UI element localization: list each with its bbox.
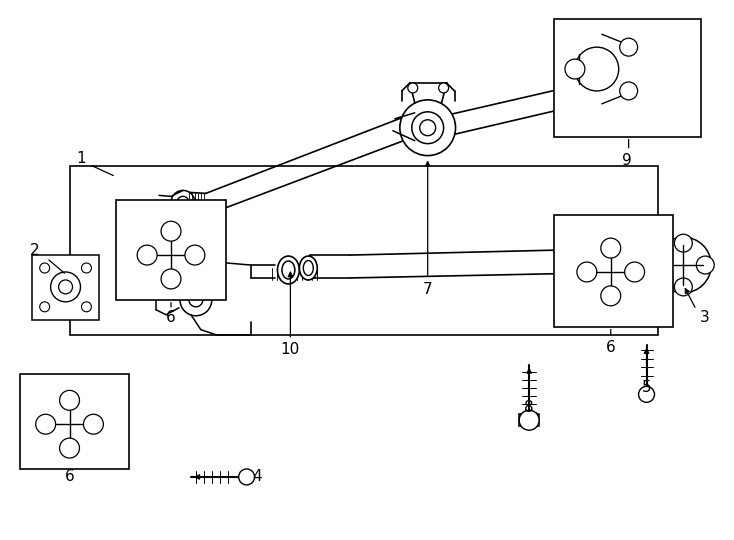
Ellipse shape bbox=[669, 52, 680, 60]
Circle shape bbox=[400, 100, 456, 156]
Bar bbox=[116, 200, 226, 300]
Text: 3: 3 bbox=[700, 310, 709, 325]
Bar bbox=[554, 19, 701, 137]
Circle shape bbox=[625, 262, 644, 282]
Circle shape bbox=[439, 83, 448, 93]
Circle shape bbox=[565, 59, 585, 79]
Circle shape bbox=[420, 120, 436, 136]
Circle shape bbox=[601, 286, 621, 306]
Circle shape bbox=[171, 191, 195, 214]
Circle shape bbox=[59, 390, 79, 410]
Circle shape bbox=[655, 237, 711, 293]
Circle shape bbox=[81, 263, 92, 273]
Circle shape bbox=[40, 263, 50, 273]
Text: 9: 9 bbox=[622, 153, 631, 168]
Circle shape bbox=[619, 38, 638, 56]
Circle shape bbox=[185, 245, 205, 265]
Circle shape bbox=[697, 256, 714, 274]
Ellipse shape bbox=[42, 401, 53, 408]
Circle shape bbox=[161, 221, 181, 241]
Circle shape bbox=[177, 197, 189, 208]
Bar bbox=[70, 166, 658, 335]
Circle shape bbox=[59, 438, 79, 458]
Ellipse shape bbox=[650, 37, 666, 49]
Circle shape bbox=[675, 234, 692, 252]
Circle shape bbox=[653, 256, 670, 274]
Bar bbox=[32, 255, 99, 320]
Circle shape bbox=[575, 47, 619, 91]
Circle shape bbox=[189, 293, 203, 307]
Ellipse shape bbox=[126, 213, 141, 224]
Circle shape bbox=[601, 238, 621, 258]
Bar bbox=[554, 215, 673, 327]
Text: 5: 5 bbox=[642, 380, 651, 395]
Text: 7: 7 bbox=[423, 282, 432, 298]
Bar bbox=[20, 374, 129, 469]
Text: 4: 4 bbox=[252, 469, 261, 484]
Ellipse shape bbox=[282, 261, 295, 279]
Circle shape bbox=[40, 302, 50, 312]
Text: 6: 6 bbox=[65, 469, 74, 484]
Circle shape bbox=[412, 112, 443, 144]
Bar bbox=[519, 414, 539, 426]
Text: 8: 8 bbox=[524, 400, 534, 415]
Ellipse shape bbox=[277, 256, 299, 284]
Circle shape bbox=[408, 83, 418, 93]
Ellipse shape bbox=[559, 223, 575, 233]
Ellipse shape bbox=[303, 260, 313, 275]
Circle shape bbox=[81, 302, 92, 312]
Ellipse shape bbox=[144, 224, 155, 233]
Ellipse shape bbox=[299, 256, 317, 280]
Circle shape bbox=[36, 414, 56, 434]
Circle shape bbox=[84, 414, 103, 434]
Circle shape bbox=[519, 410, 539, 430]
Circle shape bbox=[675, 278, 692, 296]
Circle shape bbox=[137, 245, 157, 265]
Circle shape bbox=[625, 246, 653, 274]
Text: 10: 10 bbox=[281, 342, 300, 357]
Circle shape bbox=[639, 387, 655, 402]
Text: 6: 6 bbox=[606, 340, 616, 355]
Circle shape bbox=[180, 284, 212, 316]
Text: 1: 1 bbox=[76, 151, 87, 166]
Ellipse shape bbox=[27, 384, 40, 394]
Circle shape bbox=[619, 82, 638, 100]
Circle shape bbox=[633, 254, 644, 266]
Text: 6: 6 bbox=[166, 310, 176, 325]
Circle shape bbox=[577, 262, 597, 282]
Circle shape bbox=[161, 269, 181, 289]
Circle shape bbox=[59, 280, 73, 294]
Circle shape bbox=[239, 469, 255, 485]
Text: 2: 2 bbox=[30, 242, 40, 258]
Circle shape bbox=[51, 272, 81, 302]
Ellipse shape bbox=[560, 244, 574, 253]
